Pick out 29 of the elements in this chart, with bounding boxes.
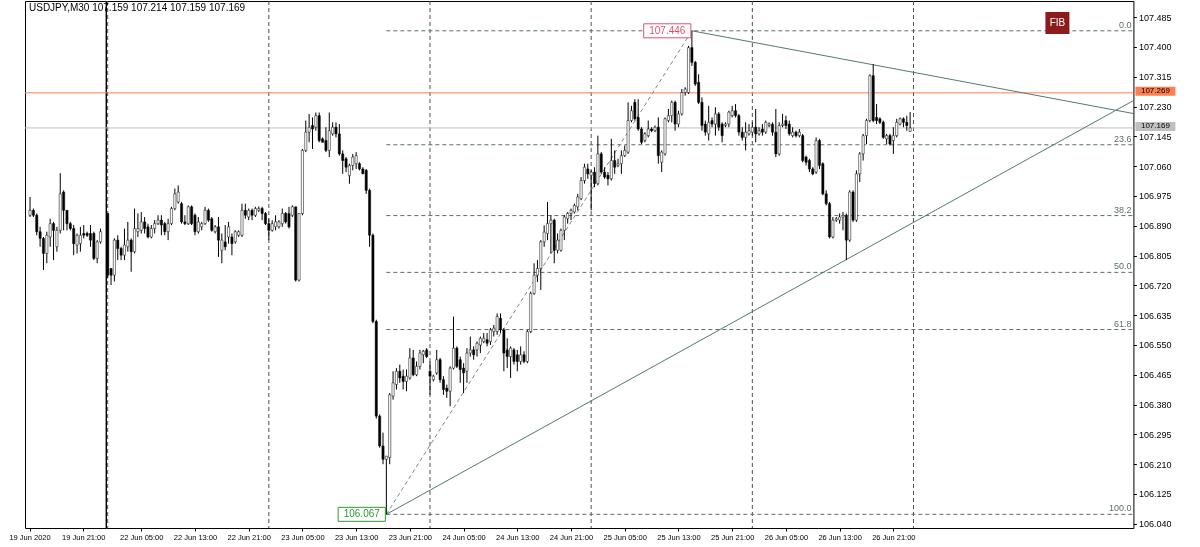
y-tick-label: 107.145	[1138, 131, 1172, 142]
y-tick-label: 106.635	[1138, 310, 1172, 321]
y-tick-label: 107.400	[1138, 42, 1172, 53]
ref-line-label: 107.269	[1140, 86, 1171, 96]
y-tick-label: 107.315	[1138, 72, 1172, 83]
y-tick-label: 107.485	[1138, 12, 1172, 23]
y-tick-label: 106.125	[1138, 489, 1172, 500]
series-label: 100.0	[1108, 503, 1132, 514]
series-label: 0.0	[1118, 19, 1132, 30]
annotation: 107.446	[649, 24, 686, 36]
series-label: 38.2	[1113, 204, 1132, 215]
y-tick-label: 107.230	[1138, 102, 1172, 113]
annotation: 106.067	[343, 508, 381, 520]
series-label: 50.0	[1113, 261, 1132, 272]
y-tick-label: 106.805	[1138, 251, 1172, 262]
ref-line-label: 107.169	[1140, 121, 1171, 131]
y-tick-label: 106.465	[1138, 370, 1172, 381]
annotation: FIB	[1049, 17, 1066, 28]
y-tick-label: 106.720	[1138, 280, 1172, 291]
y-tick-label: 106.550	[1138, 340, 1172, 351]
y-tick-label: 106.210	[1138, 459, 1172, 470]
y-tick-label: 106.975	[1138, 191, 1172, 202]
series-label: 61.8	[1113, 318, 1132, 329]
y-tick-label: 106.890	[1138, 221, 1172, 232]
y-tick-label: 106.040	[1138, 519, 1172, 530]
y-tick-label: 106.380	[1138, 400, 1172, 411]
y-tick-label: 107.060	[1138, 161, 1172, 172]
y-tick-label: 106.295	[1138, 429, 1172, 440]
series-label: 23.6	[1113, 133, 1132, 144]
